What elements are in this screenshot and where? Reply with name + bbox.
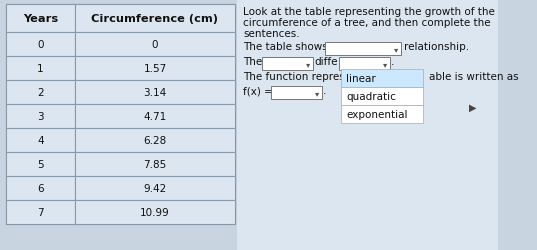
Bar [5, 81, 75, 104]
Bar [237, 0, 498, 250]
Text: 1: 1 [37, 64, 43, 74]
Bar [342, 88, 423, 106]
Text: Look at the table representing the growth of the: Look at the table representing the growt… [243, 7, 495, 17]
Text: 1.57: 1.57 [143, 64, 166, 74]
Text: linear: linear [346, 74, 376, 84]
Text: 10.99: 10.99 [140, 207, 170, 217]
Bar [339, 58, 390, 71]
Text: 9.42: 9.42 [143, 183, 166, 193]
Text: The: The [243, 57, 263, 67]
Text: Years: Years [23, 14, 58, 24]
Bar [75, 81, 235, 104]
Text: 0: 0 [37, 40, 43, 50]
Bar [5, 128, 75, 152]
Bar [262, 58, 313, 71]
Text: diffe: diffe [315, 57, 338, 67]
Text: 6.28: 6.28 [143, 136, 166, 145]
Text: sentences.: sentences. [243, 29, 300, 39]
Bar [75, 200, 235, 224]
Bar [75, 176, 235, 200]
Text: .: . [323, 86, 326, 96]
Text: .: . [390, 57, 394, 67]
Bar [75, 152, 235, 176]
Text: quadratic: quadratic [346, 92, 396, 102]
Text: ▾: ▾ [383, 60, 387, 69]
Text: 7.85: 7.85 [143, 159, 166, 169]
Text: exponential: exponential [346, 110, 408, 120]
Bar [5, 152, 75, 176]
Text: able is written as: able is written as [429, 72, 518, 82]
Text: 3.14: 3.14 [143, 88, 166, 98]
Bar [325, 43, 401, 56]
Text: ▾: ▾ [315, 89, 320, 98]
Bar [75, 33, 235, 57]
Bar [5, 176, 75, 200]
Text: circumference of a tree, and then complete the: circumference of a tree, and then comple… [243, 18, 491, 28]
Text: 4: 4 [37, 136, 43, 145]
Bar [5, 57, 75, 81]
Text: 3: 3 [37, 112, 43, 122]
Bar [342, 106, 423, 124]
Text: 6: 6 [37, 183, 43, 193]
Bar [5, 5, 75, 33]
Bar [5, 200, 75, 224]
Text: f(x) =: f(x) = [243, 86, 273, 96]
Text: ▾: ▾ [306, 60, 310, 69]
Text: Circumference (cm): Circumference (cm) [91, 14, 219, 24]
Bar [342, 70, 423, 88]
Text: ▾: ▾ [394, 45, 398, 54]
Bar [5, 104, 75, 128]
Text: 2: 2 [37, 88, 43, 98]
Text: 0: 0 [151, 40, 158, 50]
Text: The table shows a: The table shows a [243, 42, 337, 52]
Text: 5: 5 [37, 159, 43, 169]
Text: ▶: ▶ [469, 102, 477, 113]
Bar [75, 57, 235, 81]
Bar [75, 5, 235, 33]
Bar [75, 104, 235, 128]
Text: 7: 7 [37, 207, 43, 217]
Bar [271, 87, 322, 100]
Bar [5, 5, 235, 224]
Bar [75, 128, 235, 152]
Text: relationship.: relationship. [404, 42, 469, 52]
Text: The function repres: The function repres [243, 72, 345, 82]
Text: 4.71: 4.71 [143, 112, 166, 122]
Bar [5, 33, 75, 57]
